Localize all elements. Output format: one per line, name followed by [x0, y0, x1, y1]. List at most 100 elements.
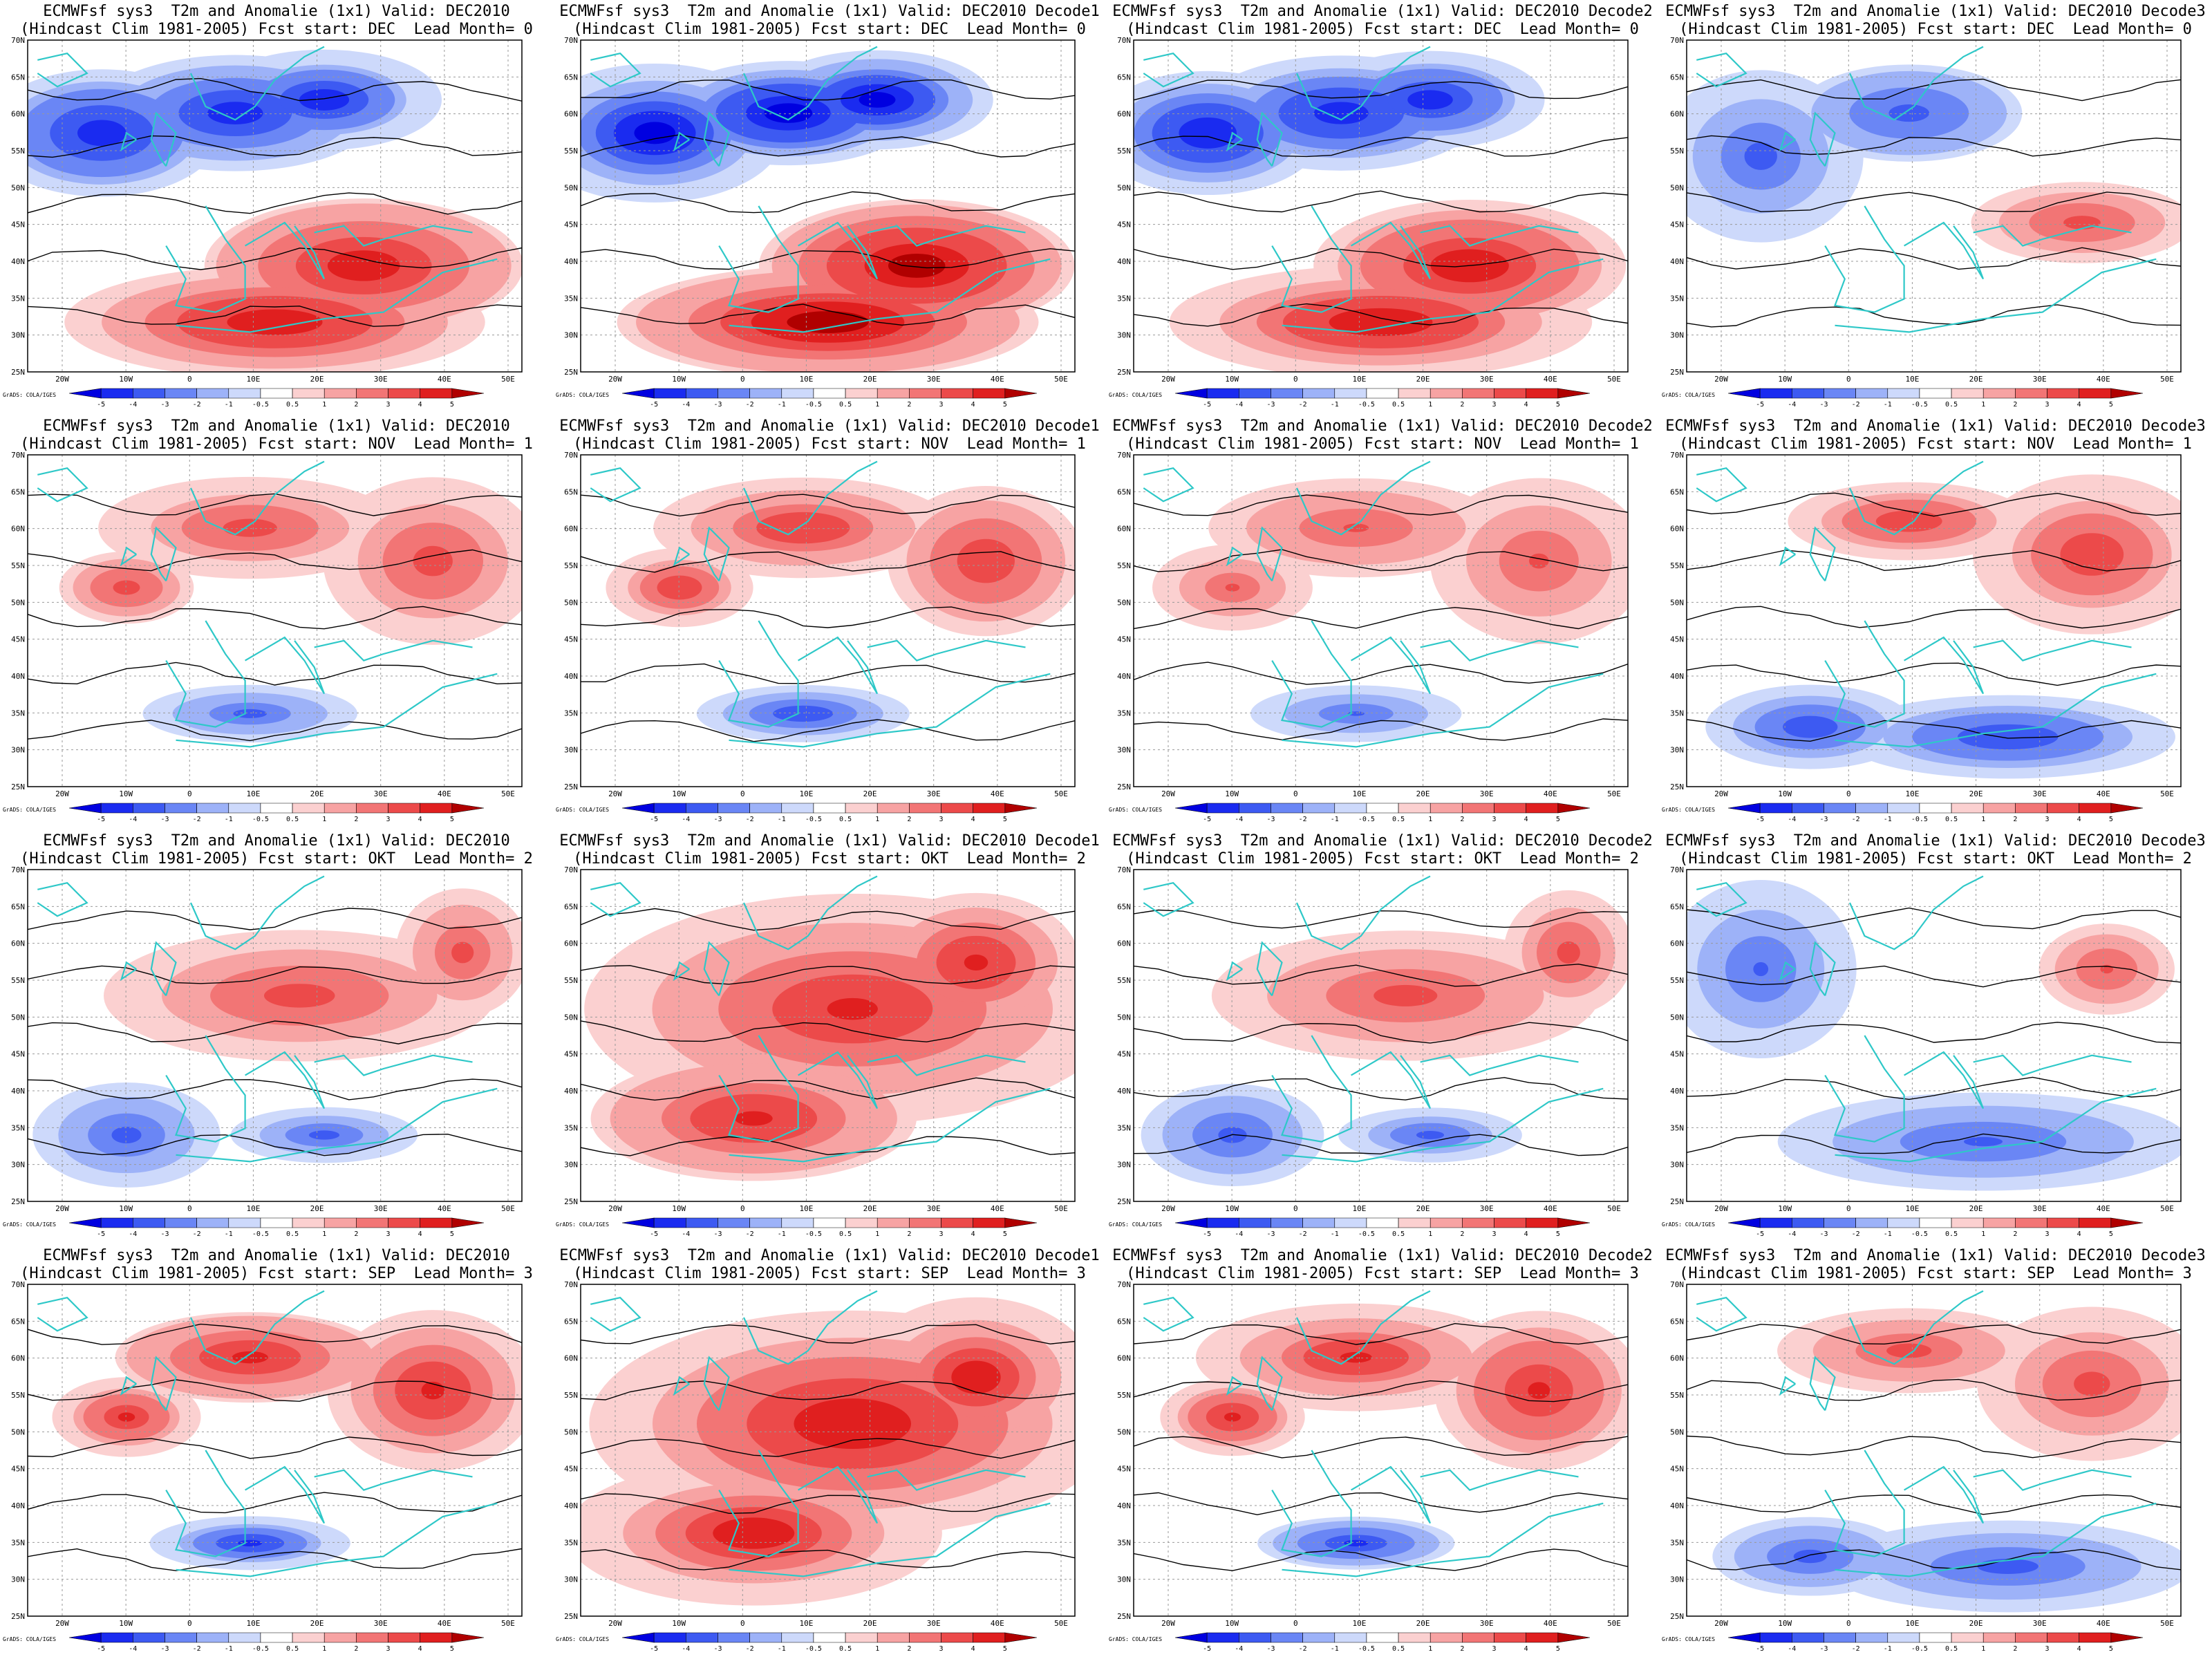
lat-tick-label: 65N [1670, 1317, 1684, 1326]
lon-tick-label: 30E [374, 1619, 388, 1628]
colorbar-swatch [1727, 1632, 1761, 1643]
lat-tick-label: 40N [1670, 672, 1684, 681]
lon-tick-label: 0 [187, 789, 192, 798]
coastline [1904, 636, 1985, 695]
colorbar-swatch [100, 388, 133, 399]
colorbar-label: -1 [225, 401, 233, 409]
colorbar-label: 5 [2109, 816, 2113, 823]
coastline [245, 636, 326, 695]
colorbar-swatch [813, 803, 846, 814]
anomaly-band [1964, 1136, 2003, 1147]
colorbar-swatch [845, 1217, 878, 1228]
colorbar-swatch [877, 1217, 910, 1228]
forecast-panel: ECMWFsf sys3 T2m and Anomalie (1x1) Vali… [1106, 415, 1659, 830]
colorbar-label: 1 [1981, 401, 1985, 409]
coastline [1271, 205, 1352, 313]
colorbar-label: 1 [1981, 1645, 1985, 1653]
coastline [1835, 1087, 2157, 1163]
coastline [1779, 546, 1796, 567]
colorbar-label: 2 [1460, 401, 1464, 409]
colorbar-swatch [1398, 1632, 1431, 1643]
colorbar-swatch [1983, 388, 2016, 399]
lon-tick-label: 40E [991, 1619, 1004, 1628]
colorbar-swatch [1557, 803, 1591, 814]
isotherm-contour [1687, 78, 2181, 102]
colorbar-swatch [420, 388, 453, 399]
colorbar-label: 1 [322, 1645, 326, 1653]
colorbar-swatch [1430, 803, 1463, 814]
lat-tick-label: 60N [564, 110, 578, 119]
colorbar-swatch [1334, 803, 1367, 814]
lat-tick-label: 45N [1670, 1050, 1684, 1059]
lon-tick-label: 30E [374, 375, 388, 384]
colorbar-label: -2 [193, 1645, 201, 1653]
colorbar-swatch [845, 1632, 878, 1643]
isotherm-contour [581, 1549, 1075, 1571]
lat-tick-label: 65N [1117, 902, 1131, 911]
lat-tick-label: 35N [1670, 294, 1684, 303]
colorbar-label: -3 [160, 1645, 169, 1653]
anomaly-band [827, 997, 878, 1020]
coastline [703, 526, 730, 582]
isotherm-contour [28, 1134, 522, 1156]
lon-tick-label: 10W [672, 1619, 686, 1628]
coastline [1848, 46, 1984, 121]
colorbar-swatch [1983, 1217, 2016, 1228]
lat-tick-label: 30N [11, 331, 25, 340]
colorbar-swatch [196, 803, 229, 814]
lat-tick-label: 30N [1117, 331, 1131, 340]
coastline [37, 52, 88, 88]
colorbar-label: 4 [418, 401, 422, 409]
colorbar-label: -5 [97, 401, 105, 409]
lon-tick-label: 0 [1846, 1204, 1851, 1213]
coastline [673, 131, 690, 152]
lon-tick-label: 0 [1293, 789, 1298, 798]
colorbar-label: 0.5 [1945, 1230, 1958, 1238]
colorbar-swatch [686, 1632, 718, 1643]
isotherm-contour [581, 1324, 1075, 1344]
map-frame [1686, 1284, 2182, 1617]
colorbar-label: 5 [1003, 1645, 1007, 1653]
isotherm-contour [581, 965, 1075, 985]
colorbar-swatch [941, 803, 973, 814]
isotherm-contour [1687, 247, 2181, 270]
colorbar-label: -4 [1235, 1645, 1243, 1653]
anomaly-map: 25N 30N 35N 40N 45N 50N 55N 60N 65N 70N 20W 10W 0 10E… [1662, 451, 2182, 823]
colorbar-swatch [686, 388, 718, 399]
lat-tick-label: 70N [11, 451, 25, 460]
coastline [150, 111, 177, 167]
colorbar-swatch [621, 388, 655, 399]
colorbar-swatch [1759, 1217, 1792, 1228]
colorbar-swatch [196, 388, 229, 399]
panel-title-line1: ECMWFsf sys3 T2m and Anomalie (1x1) Vali… [559, 832, 1100, 850]
colorbar-swatch [100, 1632, 133, 1643]
lon-tick-label: 10W [672, 789, 686, 798]
lon-tick-label: 40E [2097, 1619, 2110, 1628]
colorbar-swatch [1855, 803, 1888, 814]
panel-title-line1: ECMWFsf sys3 T2m and Anomalie (1x1) Vali… [559, 1247, 1100, 1264]
colorbar-swatch [1430, 1632, 1463, 1643]
colorbar-swatch [2110, 1217, 2144, 1228]
colorbar-label: -5 [650, 1230, 658, 1238]
lat-tick-label: 55N [11, 976, 25, 985]
colorbar-swatch [133, 1217, 165, 1228]
coastline [742, 46, 878, 121]
map-frame [580, 1284, 1076, 1617]
colorbar-swatch [133, 803, 165, 814]
coastline [1420, 1469, 1579, 1491]
coastline [1226, 1376, 1243, 1396]
colorbar-label: 1 [1981, 816, 1985, 823]
isotherm-contour [581, 1380, 1075, 1400]
lat-tick-label: 65N [564, 902, 578, 911]
lon-tick-label: 50E [2160, 789, 2174, 798]
grads-credit: GrADS: COLA/IGES [1109, 1221, 1162, 1228]
panel-title-line2: (Hindcast Clim 1981-2005) Fcst start: DE… [573, 21, 1086, 38]
colorbar-swatch [1494, 803, 1526, 814]
colorbar-swatch [1398, 388, 1431, 399]
colorbar-swatch [1824, 388, 1856, 399]
colorbar-swatch [1302, 1632, 1335, 1643]
lon-tick-label: 10E [1905, 1204, 1919, 1213]
colorbar-label: 0.5 [1945, 401, 1958, 409]
lon-tick-label: 20E [310, 789, 324, 798]
colorbar-swatch [653, 1217, 686, 1228]
